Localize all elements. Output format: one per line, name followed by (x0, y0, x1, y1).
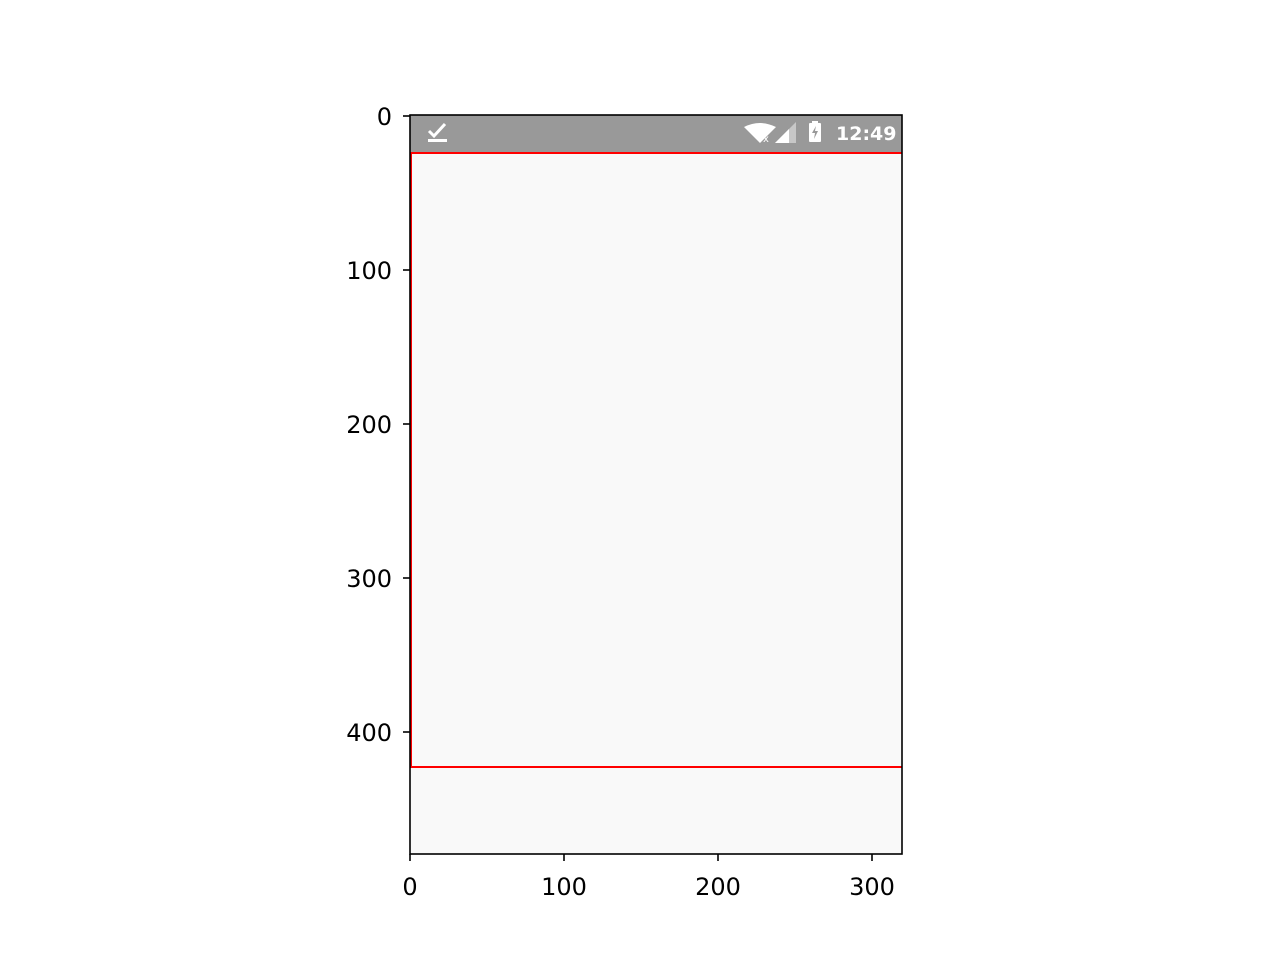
status-bar-background (410, 115, 902, 152)
y-tick-label: 0 (377, 103, 392, 131)
wifi-off-icon: x (744, 123, 776, 145)
x-tick-label: 300 (849, 873, 895, 901)
x-axis: 0 100 200 300 (402, 854, 895, 901)
battery-charging-icon (809, 121, 821, 142)
svg-text:x: x (763, 134, 769, 145)
x-tick-label: 200 (695, 873, 741, 901)
x-tick-label: 0 (402, 873, 417, 901)
y-tick-label: 200 (346, 411, 392, 439)
cellular-signal-icon (775, 122, 796, 143)
x-tick-label: 100 (541, 873, 587, 901)
content-bounding-box (410, 152, 902, 768)
axes-frame (409, 114, 903, 855)
y-axis: 0 100 200 300 400 (346, 103, 410, 747)
download-done-icon (427, 122, 447, 142)
status-bar: x 12:49 (410, 115, 902, 152)
y-tick-label: 300 (346, 565, 392, 593)
y-tick-label: 100 (346, 257, 392, 285)
y-tick-label: 400 (346, 719, 392, 747)
screen-background (410, 115, 902, 854)
status-time: 12:49 (836, 123, 896, 145)
